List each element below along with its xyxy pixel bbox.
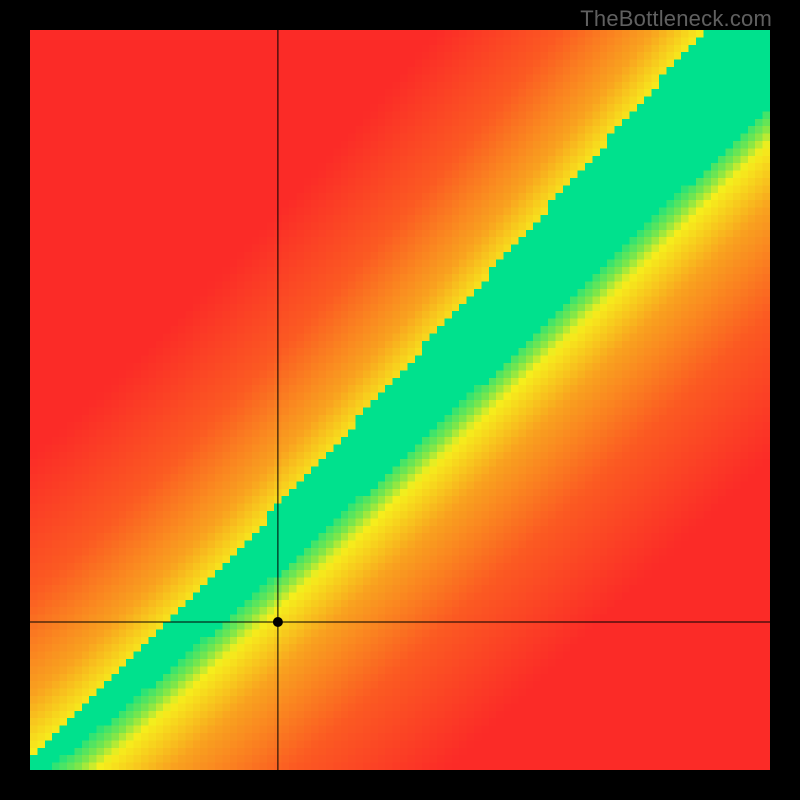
bottleneck-heatmap xyxy=(30,30,770,770)
watermark-text: TheBottleneck.com xyxy=(580,6,772,32)
heatmap-canvas xyxy=(30,30,770,770)
